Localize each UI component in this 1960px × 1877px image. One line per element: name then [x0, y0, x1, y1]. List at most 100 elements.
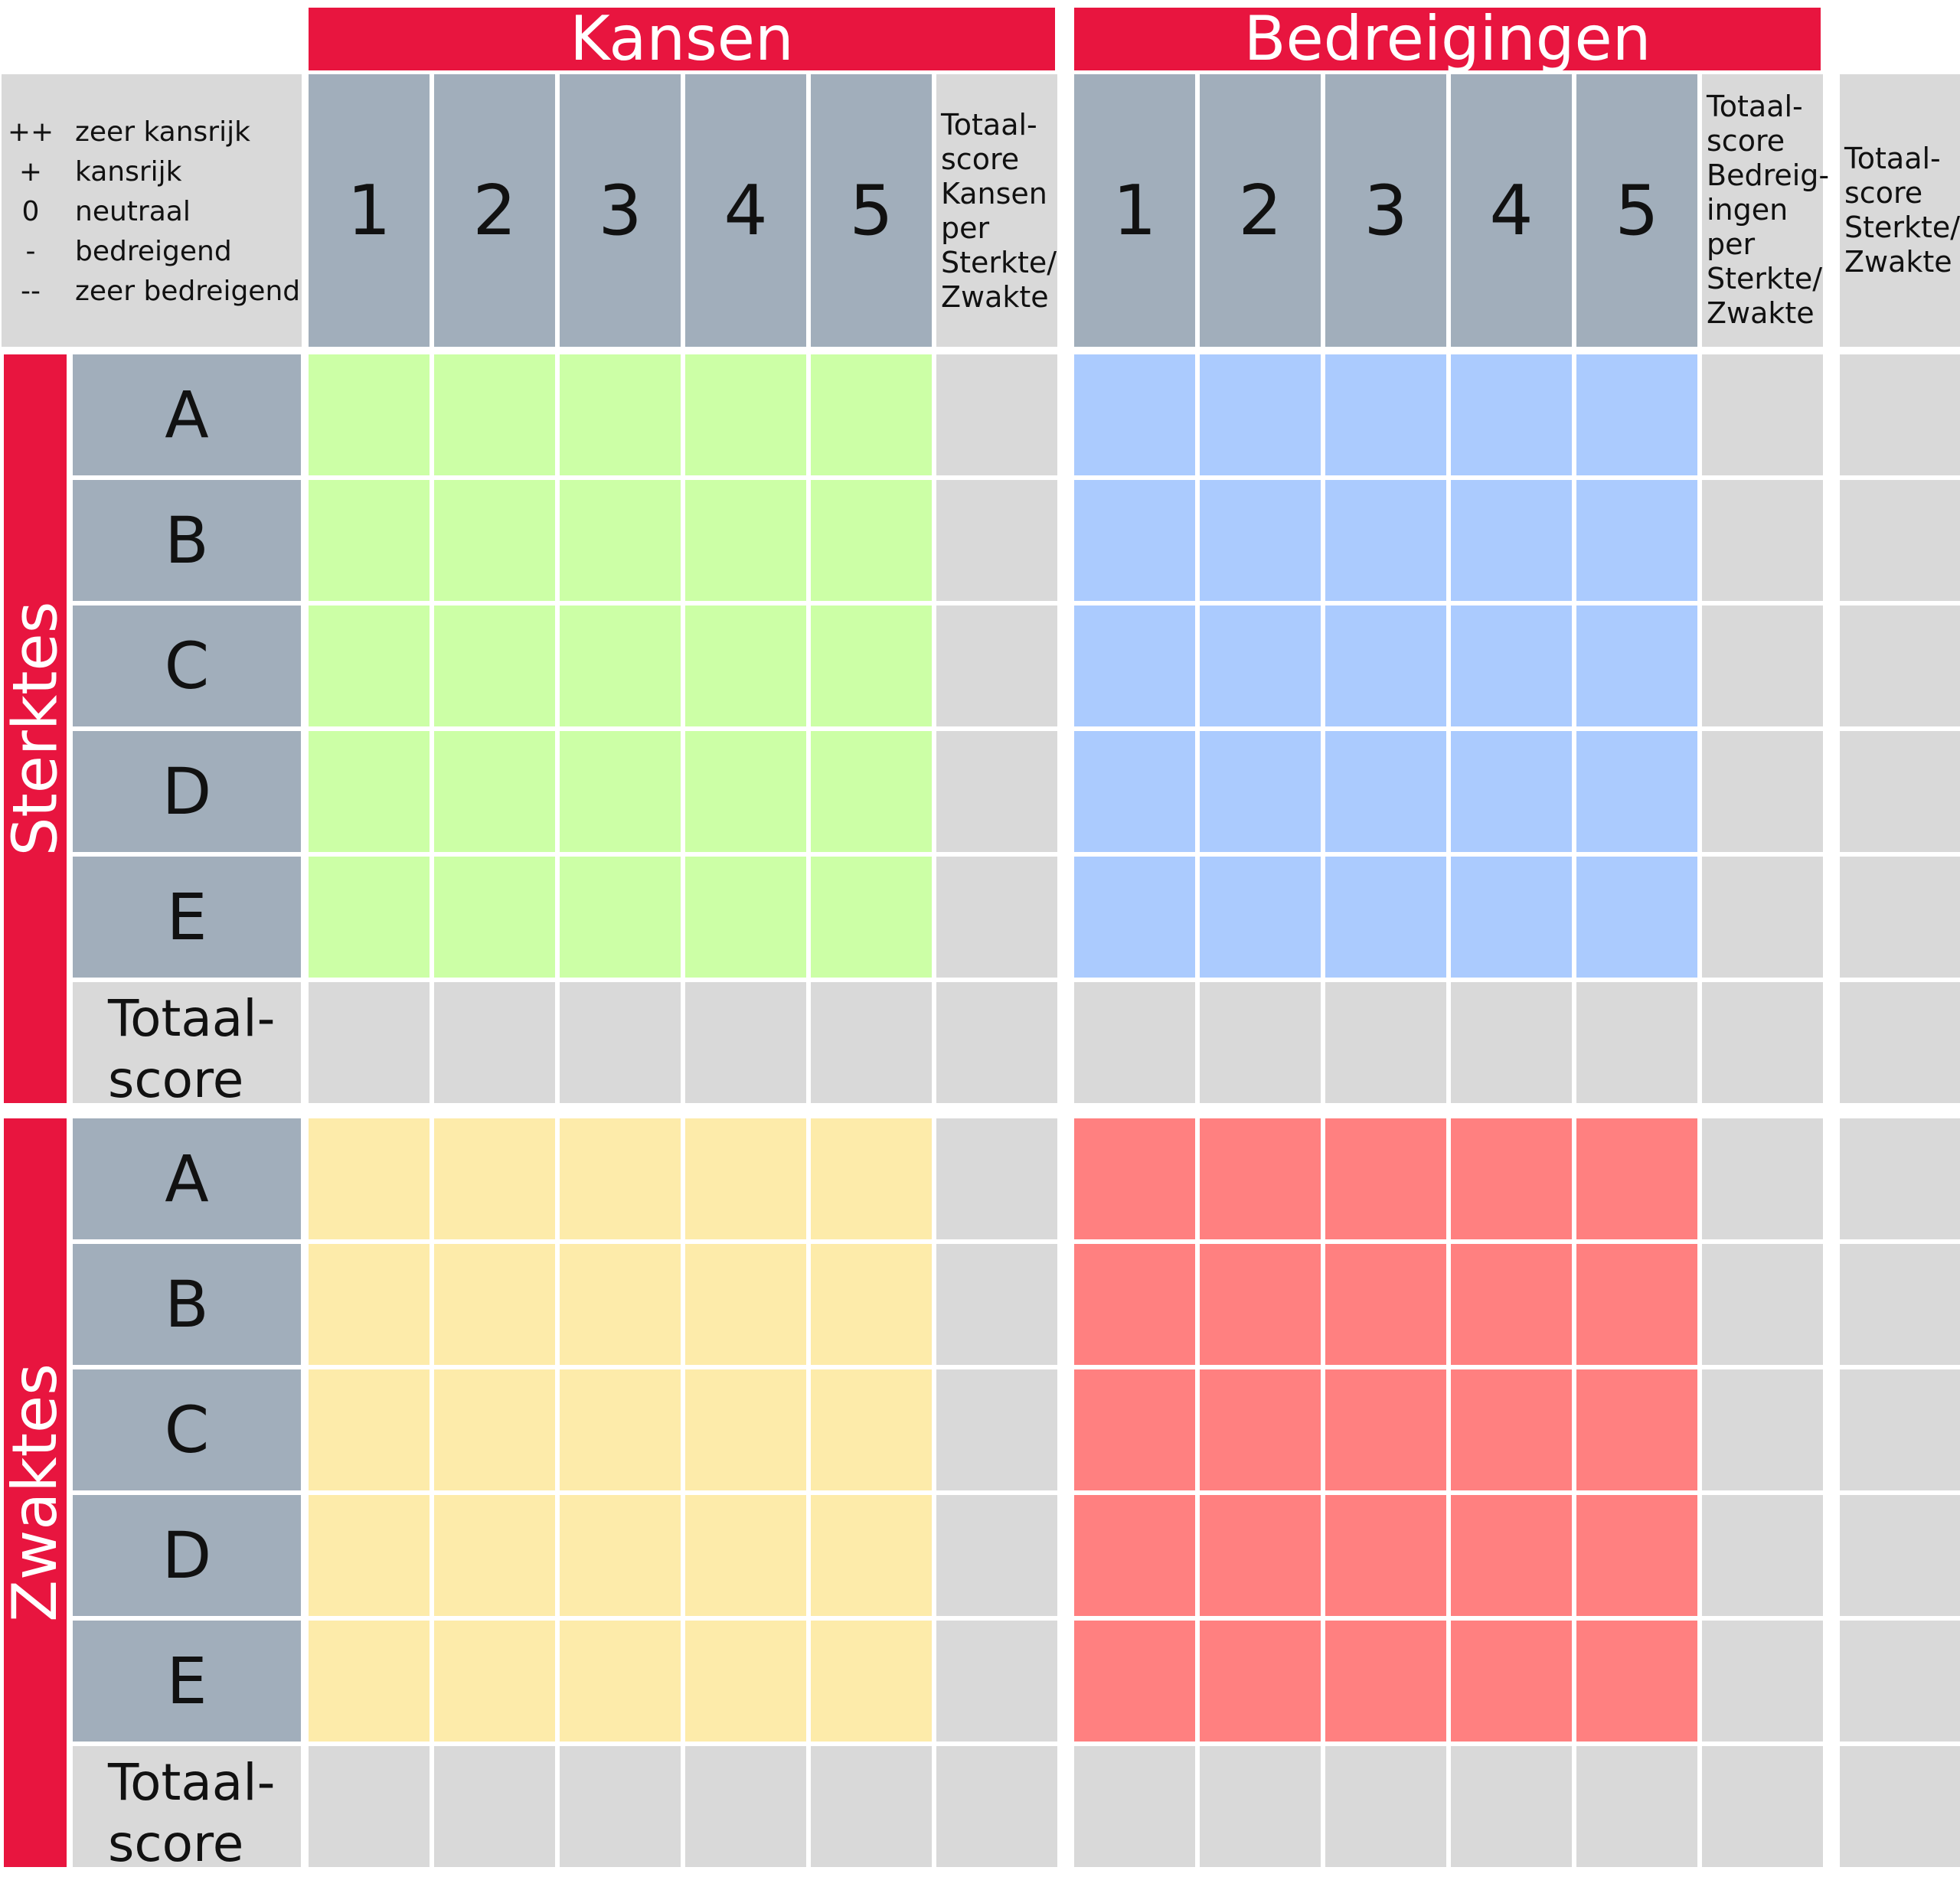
sterktes-bedreigingen-score-cell[interactable] — [1074, 606, 1195, 726]
sterktes-kansen-score-cell[interactable] — [685, 480, 806, 601]
sterktes-grand-total-cell[interactable] — [1840, 857, 1960, 978]
zwaktes-kansen-score-cell[interactable] — [560, 1244, 681, 1365]
sterktes-kansen-score-cell[interactable] — [434, 606, 555, 726]
zwaktes-bedreigingen-score-cell[interactable] — [1576, 1244, 1697, 1365]
zwaktes-kansen-score-cell[interactable] — [685, 1495, 806, 1616]
zwaktes-kansen-score-cell[interactable] — [434, 1118, 555, 1239]
sterktes-kansen-score-cell[interactable] — [434, 354, 555, 475]
zwaktes-column-total-cell[interactable] — [1325, 1746, 1446, 1867]
zwaktes-bedreigingen-row-total-cell[interactable] — [1702, 1118, 1823, 1239]
zwaktes-bedreigingen-score-cell[interactable] — [1451, 1495, 1572, 1616]
zwaktes-bedreigingen-score-cell[interactable] — [1200, 1118, 1321, 1239]
zwaktes-bedreigingen-score-cell[interactable] — [1200, 1621, 1321, 1742]
sterktes-kansen-score-cell[interactable] — [560, 857, 681, 978]
sterktes-bedreigingen-row-total-cell[interactable] — [1702, 606, 1823, 726]
zwaktes-grand-total-cell[interactable] — [1840, 1495, 1960, 1616]
zwaktes-kansen-score-cell[interactable] — [685, 1118, 806, 1239]
zwaktes-bedreigingen-score-cell[interactable] — [1576, 1118, 1697, 1239]
sterktes-bedreigingen-score-cell[interactable] — [1325, 857, 1446, 978]
sterktes-kansen-row-total-cell[interactable] — [936, 857, 1057, 978]
sterktes-kansen-score-cell[interactable] — [560, 731, 681, 852]
sterktes-column-total-cell[interactable] — [811, 982, 932, 1103]
zwaktes-bedreigingen-score-cell[interactable] — [1451, 1621, 1572, 1742]
sterktes-bedreigingen-score-cell[interactable] — [1325, 480, 1446, 601]
sterktes-bedreigingen-row-total-cell[interactable] — [1702, 480, 1823, 601]
zwaktes-bedreigingen-score-cell[interactable] — [1576, 1495, 1697, 1616]
zwaktes-bedreigingen-score-cell[interactable] — [1325, 1118, 1446, 1239]
sterktes-bedreigingen-score-cell[interactable] — [1576, 857, 1697, 978]
zwaktes-bedreigingen-score-cell[interactable] — [1451, 1244, 1572, 1365]
sterktes-column-total-cell[interactable] — [685, 982, 806, 1103]
zwaktes-kansen-score-cell[interactable] — [811, 1118, 932, 1239]
sterktes-bedreigingen-score-cell[interactable] — [1325, 606, 1446, 726]
sterktes-column-total-cell[interactable] — [1451, 982, 1572, 1103]
sterktes-grand-total-cell[interactable] — [1840, 354, 1960, 475]
sterktes-kansen-score-cell[interactable] — [434, 731, 555, 852]
sterktes-bedreigingen-row-total-cell[interactable] — [1702, 857, 1823, 978]
sterktes-bedreigingen-score-cell[interactable] — [1200, 857, 1321, 978]
sterktes-grand-total-cell[interactable] — [1840, 606, 1960, 726]
sterktes-bedreigingen-score-cell[interactable] — [1576, 480, 1697, 601]
sterktes-kansen-row-total-cell[interactable] — [936, 354, 1057, 475]
zwaktes-kansen-score-cell[interactable] — [434, 1621, 555, 1742]
sterktes-bedreigingen-score-cell[interactable] — [1200, 480, 1321, 601]
sterktes-bedreigingen-score-cell[interactable] — [1200, 731, 1321, 852]
sterktes-bedreigingen-score-cell[interactable] — [1074, 354, 1195, 475]
zwaktes-bedreigingen-score-cell[interactable] — [1576, 1621, 1697, 1742]
sterktes-bedreigingen-score-cell[interactable] — [1074, 480, 1195, 601]
sterktes-column-total-cell[interactable] — [1576, 982, 1697, 1103]
sterktes-bedreigingen-score-cell[interactable] — [1200, 606, 1321, 726]
sterktes-column-total-cell[interactable] — [1840, 982, 1960, 1103]
sterktes-kansen-score-cell[interactable] — [560, 606, 681, 726]
zwaktes-kansen-row-total-cell[interactable] — [936, 1495, 1057, 1616]
sterktes-kansen-row-total-cell[interactable] — [936, 480, 1057, 601]
sterktes-kansen-score-cell[interactable] — [685, 354, 806, 475]
zwaktes-bedreigingen-row-total-cell[interactable] — [1702, 1495, 1823, 1616]
sterktes-column-total-cell[interactable] — [1702, 982, 1823, 1103]
zwaktes-kansen-score-cell[interactable] — [434, 1369, 555, 1490]
zwaktes-bedreigingen-score-cell[interactable] — [1074, 1118, 1195, 1239]
zwaktes-bedreigingen-score-cell[interactable] — [1074, 1621, 1195, 1742]
zwaktes-column-total-cell[interactable] — [1702, 1746, 1823, 1867]
sterktes-bedreigingen-score-cell[interactable] — [1074, 857, 1195, 978]
zwaktes-kansen-score-cell[interactable] — [309, 1495, 430, 1616]
zwaktes-kansen-score-cell[interactable] — [434, 1495, 555, 1616]
zwaktes-kansen-score-cell[interactable] — [560, 1621, 681, 1742]
sterktes-bedreigingen-row-total-cell[interactable] — [1702, 731, 1823, 852]
sterktes-column-total-cell[interactable] — [1074, 982, 1195, 1103]
zwaktes-kansen-score-cell[interactable] — [434, 1244, 555, 1365]
sterktes-kansen-score-cell[interactable] — [309, 606, 430, 726]
zwaktes-kansen-score-cell[interactable] — [309, 1621, 430, 1742]
zwaktes-kansen-row-total-cell[interactable] — [936, 1621, 1057, 1742]
zwaktes-bedreigingen-score-cell[interactable] — [1200, 1369, 1321, 1490]
sterktes-kansen-row-total-cell[interactable] — [936, 731, 1057, 852]
sterktes-column-total-cell[interactable] — [1325, 982, 1446, 1103]
zwaktes-kansen-score-cell[interactable] — [685, 1244, 806, 1365]
zwaktes-bedreigingen-score-cell[interactable] — [1074, 1244, 1195, 1365]
zwaktes-bedreigingen-score-cell[interactable] — [1074, 1369, 1195, 1490]
zwaktes-column-total-cell[interactable] — [1840, 1746, 1960, 1867]
zwaktes-kansen-score-cell[interactable] — [811, 1495, 932, 1616]
sterktes-kansen-score-cell[interactable] — [309, 480, 430, 601]
zwaktes-kansen-score-cell[interactable] — [309, 1118, 430, 1239]
sterktes-grand-total-cell[interactable] — [1840, 731, 1960, 852]
sterktes-kansen-score-cell[interactable] — [685, 857, 806, 978]
sterktes-bedreigingen-score-cell[interactable] — [1451, 480, 1572, 601]
zwaktes-column-total-cell[interactable] — [936, 1746, 1057, 1867]
zwaktes-kansen-score-cell[interactable] — [685, 1621, 806, 1742]
zwaktes-kansen-score-cell[interactable] — [811, 1621, 932, 1742]
sterktes-kansen-score-cell[interactable] — [434, 480, 555, 601]
zwaktes-kansen-score-cell[interactable] — [811, 1369, 932, 1490]
sterktes-column-total-cell[interactable] — [309, 982, 430, 1103]
sterktes-kansen-row-total-cell[interactable] — [936, 606, 1057, 726]
zwaktes-kansen-score-cell[interactable] — [560, 1369, 681, 1490]
zwaktes-bedreigingen-score-cell[interactable] — [1451, 1369, 1572, 1490]
zwaktes-kansen-row-total-cell[interactable] — [936, 1244, 1057, 1365]
sterktes-bedreigingen-score-cell[interactable] — [1325, 354, 1446, 475]
sterktes-bedreigingen-score-cell[interactable] — [1451, 354, 1572, 475]
zwaktes-kansen-score-cell[interactable] — [309, 1244, 430, 1365]
sterktes-kansen-score-cell[interactable] — [811, 354, 932, 475]
sterktes-column-total-cell[interactable] — [560, 982, 681, 1103]
sterktes-kansen-score-cell[interactable] — [309, 857, 430, 978]
sterktes-bedreigingen-row-total-cell[interactable] — [1702, 354, 1823, 475]
